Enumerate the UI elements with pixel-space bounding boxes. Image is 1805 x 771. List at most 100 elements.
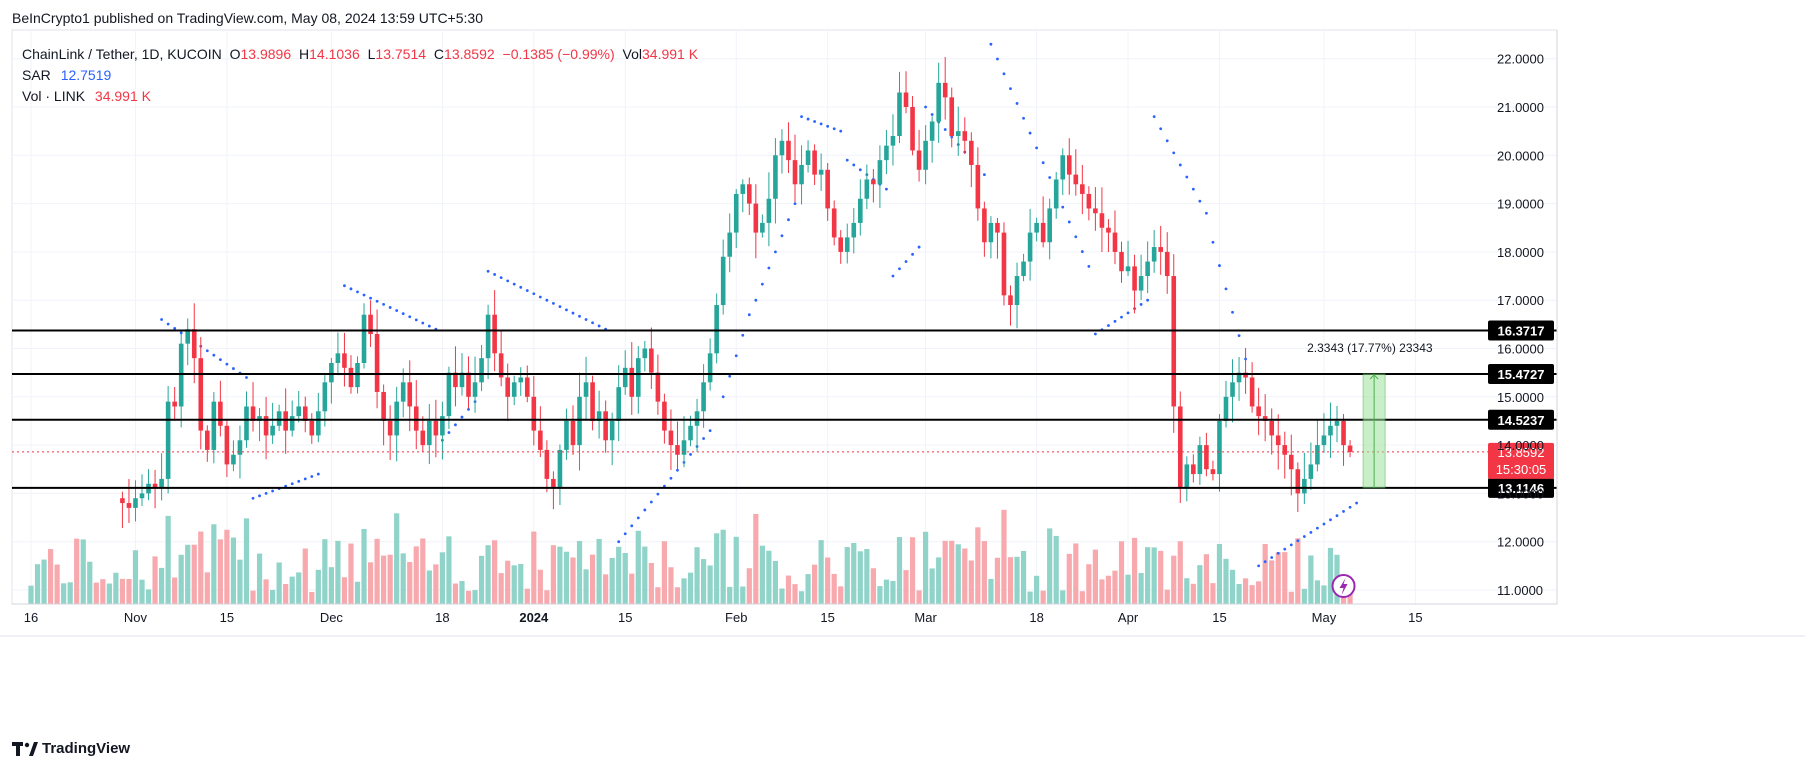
- candle-body: [551, 478, 556, 489]
- candle-body: [126, 503, 132, 508]
- candle-body: [949, 97, 955, 136]
- candles: [120, 57, 1353, 529]
- sar-dot: [930, 113, 934, 116]
- volume-bar: [851, 543, 857, 604]
- sar-dot: [1355, 501, 1358, 505]
- volume-bar: [459, 580, 465, 604]
- sar-dot: [1015, 102, 1019, 105]
- volume-bar: [681, 578, 687, 604]
- candle-body: [564, 420, 569, 450]
- candle-body: [903, 92, 909, 107]
- volume-bar: [413, 546, 419, 604]
- legend-main-row: ChainLink / Tether, 1D, KUCOIN O13.9896 …: [22, 44, 698, 65]
- candle-body: [871, 179, 876, 185]
- candle-body: [916, 150, 922, 170]
- volume-bar: [1158, 550, 1164, 604]
- sar-dot: [845, 158, 849, 162]
- volume-bar: [825, 557, 831, 604]
- sar-label: SAR: [22, 67, 51, 83]
- volume-bar: [361, 528, 367, 604]
- volume-bar: [714, 533, 720, 604]
- sar-dot: [702, 437, 705, 440]
- volume-bar: [831, 573, 837, 604]
- candle-body: [205, 430, 210, 450]
- candle-body: [524, 377, 530, 397]
- candle-body: [381, 391, 386, 421]
- published-info: BeInCrypto1 published on TradingView.com…: [12, 10, 483, 26]
- sar-dot: [512, 282, 516, 286]
- legend: ChainLink / Tether, 1D, KUCOIN O13.9896 …: [22, 44, 698, 107]
- level-label-bg: [1488, 363, 1554, 384]
- candle-body: [1119, 251, 1124, 272]
- volume-bar: [217, 539, 223, 604]
- sar-dot: [467, 407, 470, 411]
- candle-body: [792, 160, 798, 185]
- volume-bar: [243, 518, 250, 604]
- sar-dot: [1159, 127, 1163, 131]
- volume-bar: [1145, 547, 1151, 604]
- candle-body: [812, 150, 817, 175]
- volume-bar: [439, 552, 445, 604]
- y-tick-label: 13.0000: [1497, 486, 1544, 501]
- volume-bar: [779, 588, 785, 604]
- sar-dot: [1224, 287, 1228, 291]
- sar-dot: [943, 128, 947, 131]
- volume-bar: [642, 546, 648, 604]
- volume-bar: [1203, 554, 1209, 604]
- volume-bar: [557, 546, 563, 604]
- volume-bar: [975, 527, 981, 604]
- legend-sar-row[interactable]: SAR 12.7519: [22, 65, 698, 86]
- candle-body: [766, 198, 772, 223]
- candle-body: [296, 406, 302, 417]
- candle-body: [427, 420, 432, 446]
- candle-body: [577, 396, 582, 446]
- volume-bar: [524, 588, 530, 604]
- sar-dot: [1087, 264, 1091, 268]
- tradingview-logo-icon: [12, 741, 38, 756]
- candle-body: [1295, 469, 1301, 494]
- candle-body: [753, 203, 759, 233]
- candle-body: [335, 353, 341, 363]
- candle-body: [995, 222, 1000, 233]
- volume-bar: [348, 543, 354, 604]
- sar-dot: [166, 322, 170, 326]
- sar-dot: [858, 168, 862, 172]
- candle-body: [355, 362, 360, 388]
- volume-bar: [629, 573, 635, 604]
- candle-body: [1197, 445, 1203, 475]
- candle-body: [825, 169, 830, 209]
- candle-body: [910, 107, 915, 151]
- sar-dot: [1316, 526, 1319, 530]
- volume-bar: [1308, 555, 1314, 604]
- sar-dot: [369, 296, 372, 300]
- volume-bar: [172, 577, 178, 604]
- candle-body: [740, 184, 746, 194]
- y-tick-label: 18.0000: [1497, 245, 1544, 260]
- candle-body: [185, 329, 191, 344]
- sar-dot: [617, 540, 621, 544]
- candle-body: [231, 454, 236, 465]
- volume-bar: [518, 563, 524, 604]
- sar-dot: [264, 492, 268, 495]
- candle-body: [805, 150, 811, 165]
- symbol-title[interactable]: ChainLink / Tether, 1D, KUCOIN: [22, 46, 222, 62]
- volume-bar: [204, 572, 210, 604]
- legend-volume-row[interactable]: Vol · LINK 34.991 K: [22, 86, 698, 107]
- volume-bar: [968, 560, 974, 604]
- level-label: 13.1146: [1498, 481, 1544, 496]
- tradingview-logo[interactable]: TradingView: [12, 740, 130, 757]
- sar-dot: [1165, 139, 1169, 143]
- candle-body: [198, 358, 204, 431]
- volume-bar: [1001, 509, 1007, 604]
- candle-body: [851, 222, 857, 238]
- sar-dot: [1152, 115, 1156, 119]
- volume-bar: [28, 585, 34, 604]
- candle-body: [1073, 174, 1079, 185]
- volume-bar: [341, 577, 348, 604]
- sar-dot: [1139, 303, 1143, 306]
- volume-bar: [511, 565, 517, 604]
- candle-body: [1171, 276, 1177, 407]
- volume-bar: [328, 567, 334, 604]
- candle-body: [420, 430, 426, 446]
